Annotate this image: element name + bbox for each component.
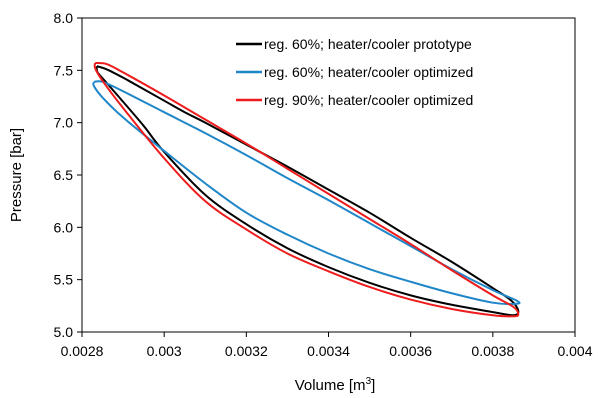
series-line-2 [92, 80, 521, 306]
x-tick-label: 0.0038 [471, 343, 514, 359]
y-axis-title: Pressure [bar] [8, 128, 25, 222]
y-tick-label: 8.0 [54, 10, 74, 26]
y-tick-label: 5.5 [54, 272, 74, 288]
y-tick-label: 6.5 [54, 167, 74, 183]
y-tick-label: 7.0 [54, 115, 74, 131]
legend: reg. 60%; heater/cooler prototype reg. 60… [236, 36, 473, 108]
tick-layer: 0.0028 0.003 0.0032 0.0034 0.0036 0.0038 0.004… [54, 10, 593, 359]
x-axis-title: Volume [m3] [295, 376, 376, 394]
series-layer [92, 61, 521, 318]
plot-frame [81, 17, 576, 333]
legend-label-3: reg. 90%; heater/cooler optimized [264, 92, 473, 108]
legend-label-2: reg. 60%; heater/cooler optimized [264, 64, 473, 80]
x-tick-label: 0.003 [147, 343, 182, 359]
y-tick-label: 6.0 [54, 219, 74, 235]
y-tick-label: 5.0 [54, 324, 74, 340]
x-tick-label: 0.0036 [389, 343, 432, 359]
y-tick-label: 7.5 [54, 62, 74, 78]
x-tick-label: 0.0028 [61, 343, 104, 359]
x-tick-label: 0.0032 [225, 343, 268, 359]
x-tick-label: 0.0034 [307, 343, 350, 359]
x-tick-label: 0.004 [557, 343, 592, 359]
series-line-3 [93, 61, 520, 318]
legend-label-1: reg. 60%; heater/cooler prototype [264, 36, 472, 52]
